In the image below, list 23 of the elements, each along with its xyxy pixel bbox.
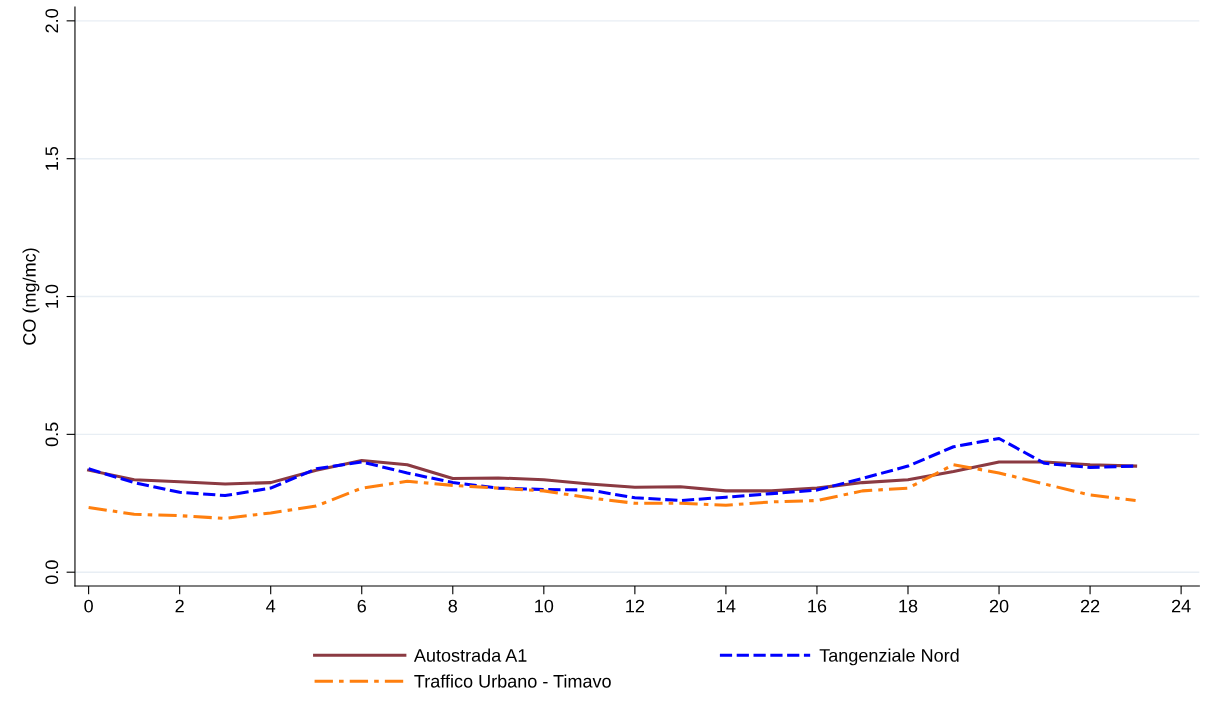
y-tick-label: 2.0 (45, 9, 59, 33)
line-series (87, 463, 1138, 520)
x-tick-label: 14 (717, 599, 736, 613)
legend-label: Autostrada A1 (413, 648, 527, 662)
x-tick-label: 0 (84, 599, 93, 613)
y-tick-label: 0.0 (45, 560, 59, 585)
x-tick-label: 20 (989, 599, 1009, 613)
x-tick-label: 16 (808, 599, 827, 613)
legend-label: Traffico Urbano - Timavo (414, 674, 611, 688)
legend-label: Tangenziale Nord (819, 648, 959, 666)
x-tick-label: 2 (175, 599, 184, 613)
x-tick-label: 24 (1171, 599, 1191, 613)
x-tick-label: 6 (357, 599, 366, 613)
y-axis-title: CO (mg/mc) (22, 248, 40, 345)
y-tick-label: 1.0 (45, 284, 59, 308)
x-tick-label: 12 (626, 599, 644, 613)
x-tick-label: 10 (535, 599, 554, 613)
x-tick-label: 8 (448, 599, 458, 613)
x-tick-label: 18 (899, 599, 918, 613)
y-tick-label: 1.5 (45, 146, 59, 170)
x-tick-label: 4 (266, 599, 276, 613)
y-tick-label: 0.5 (45, 422, 59, 447)
x-tick-label: 22 (1080, 599, 1100, 613)
